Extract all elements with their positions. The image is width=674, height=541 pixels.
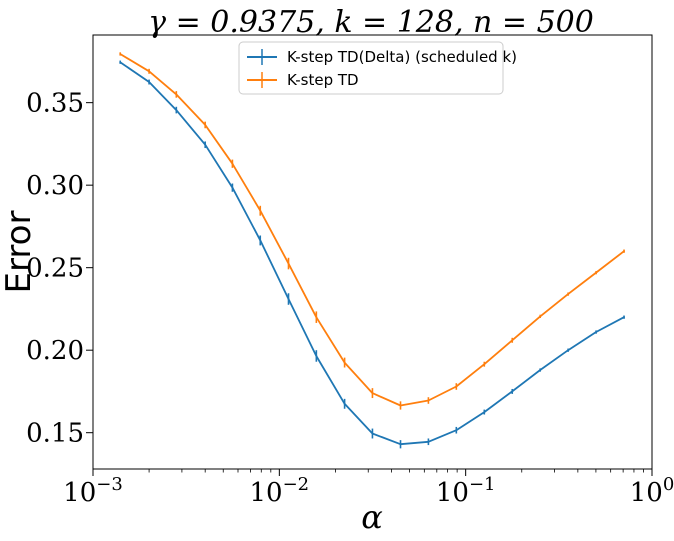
data-point — [259, 209, 262, 212]
data-point — [483, 411, 486, 413]
legend-label-series-1: K-step TD(Delta) (scheduled k) — [287, 48, 517, 66]
data-point — [259, 239, 262, 242]
series-line — [119, 53, 625, 407]
data-point — [315, 355, 318, 357]
data-point — [175, 109, 178, 111]
data-point — [371, 392, 374, 394]
data-point — [119, 61, 122, 64]
legend-label-series-2: K-step TD — [287, 71, 359, 89]
data-point — [287, 298, 290, 300]
data-point — [231, 162, 234, 165]
data-point — [287, 262, 290, 265]
data-point — [539, 315, 542, 318]
plot-area — [119, 52, 625, 449]
data-point — [204, 143, 207, 146]
x-tick-label: 100 — [630, 474, 674, 508]
data-point — [483, 363, 486, 366]
data-point — [315, 316, 318, 319]
y-tick-label: 0.20 — [26, 336, 84, 366]
data-point — [399, 443, 402, 446]
data-point — [148, 81, 150, 83]
data-point — [623, 316, 625, 319]
data-point — [427, 399, 430, 402]
y-axis-ticks: 0.15 0.20 0.25 0.30 0.35 — [26, 89, 93, 449]
data-point — [595, 271, 598, 274]
x-tick-label: 10−1 — [436, 474, 496, 508]
data-point — [231, 186, 234, 189]
data-point — [539, 369, 542, 371]
data-point — [567, 349, 570, 352]
data-point — [175, 93, 178, 96]
data-point — [119, 53, 122, 55]
data-point — [511, 339, 514, 342]
y-tick-label: 0.15 — [26, 419, 84, 449]
data-point — [595, 331, 598, 333]
y-axis-label: Error — [0, 211, 39, 294]
data-point — [343, 402, 346, 405]
series-1 — [119, 60, 625, 449]
data-point — [623, 250, 625, 253]
data-point — [148, 70, 150, 73]
x-axis-ticks: 10−3 10−2 10−1 100 — [63, 469, 674, 508]
plot-frame — [92, 34, 653, 470]
data-point — [455, 385, 458, 388]
data-point — [371, 432, 374, 435]
series-line — [119, 61, 625, 446]
y-tick-label: 0.35 — [26, 89, 84, 119]
chart-title: γ = 0.9375, k = 128, n = 500 — [148, 5, 594, 40]
legend-box — [238, 41, 504, 95]
data-point — [343, 361, 346, 364]
x-tick-label: 10−2 — [250, 474, 310, 508]
y-tick-label: 0.30 — [26, 171, 84, 201]
data-point — [204, 124, 207, 126]
data-point — [427, 440, 430, 443]
data-point — [455, 429, 458, 432]
x-tick-label: 10−3 — [63, 474, 123, 508]
series-2 — [119, 52, 625, 410]
y-tick-label: 0.25 — [26, 254, 84, 284]
x-axis-label: α — [361, 498, 383, 536]
legend: K-step TD(Delta) (scheduled k) K-step TD — [238, 41, 517, 95]
data-point — [567, 293, 570, 295]
data-point — [399, 404, 402, 407]
data-point — [511, 390, 514, 393]
